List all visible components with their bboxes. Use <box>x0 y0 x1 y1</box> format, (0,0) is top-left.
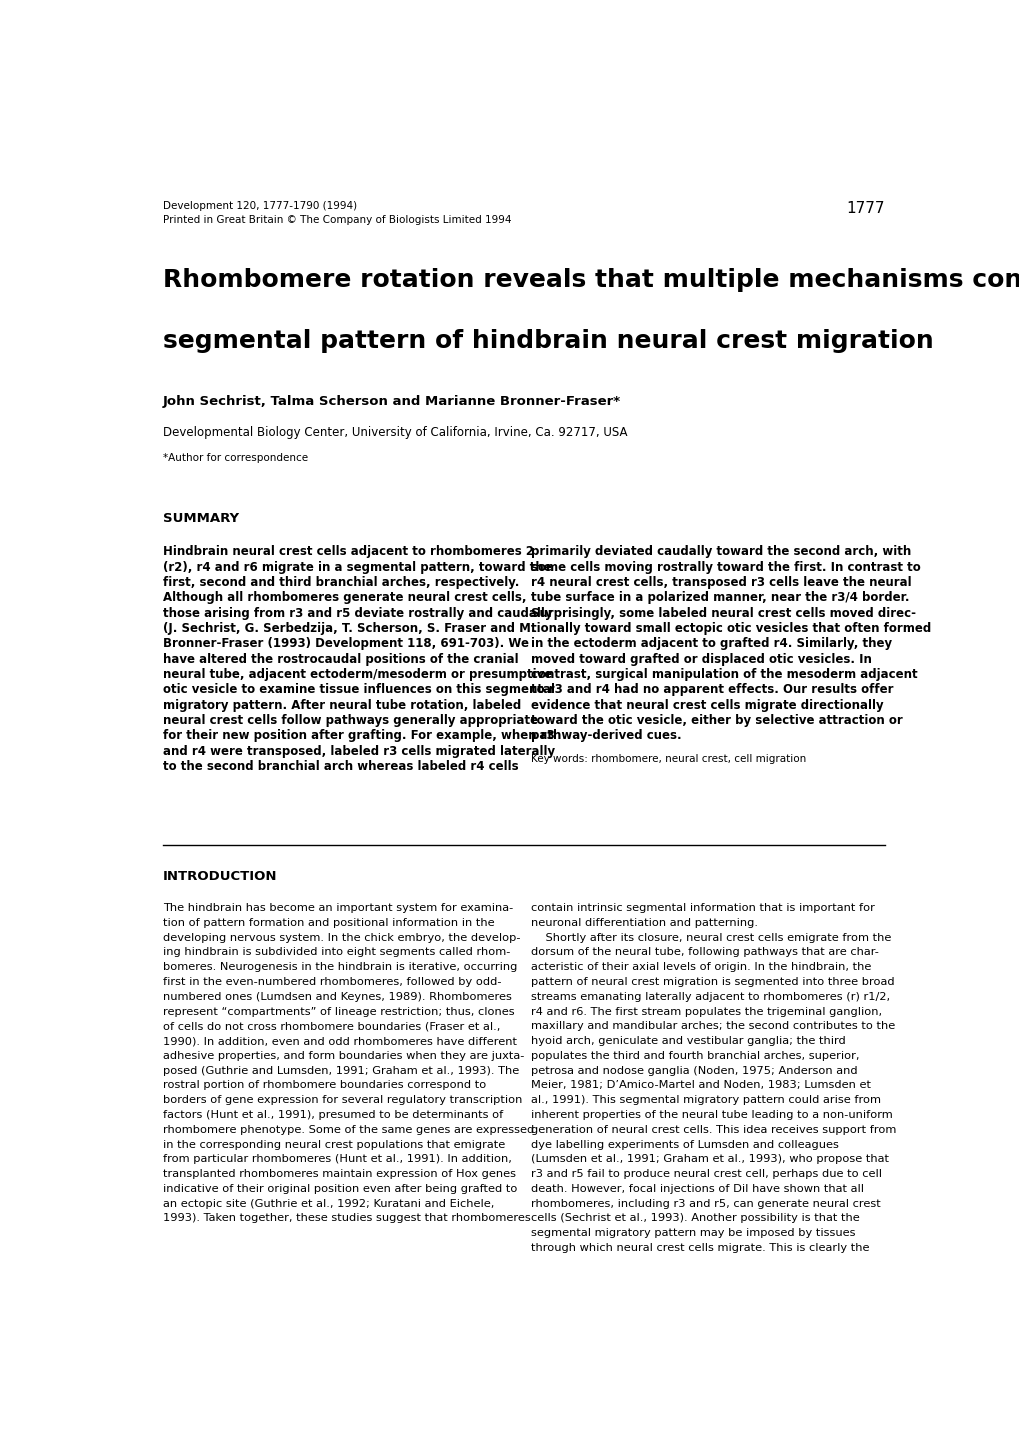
Text: indicative of their original position even after being grafted to: indicative of their original position ev… <box>163 1183 517 1193</box>
Text: Printed in Great Britain © The Company of Biologists Limited 1994: Printed in Great Britain © The Company o… <box>163 215 512 225</box>
Text: factors (Hunt et al., 1991), presumed to be determinants of: factors (Hunt et al., 1991), presumed to… <box>163 1110 502 1120</box>
Text: segmental migratory pattern may be imposed by tissues: segmental migratory pattern may be impos… <box>531 1228 855 1238</box>
Text: generation of neural crest cells. This idea receives support from: generation of neural crest cells. This i… <box>531 1126 896 1134</box>
Text: segmental pattern of hindbrain neural crest migration: segmental pattern of hindbrain neural cr… <box>163 329 933 352</box>
Text: John Sechrist, Talma Scherson and Marianne Bronner-Fraser*: John Sechrist, Talma Scherson and Marian… <box>163 395 621 408</box>
Text: rhombomere phenotype. Some of the same genes are expressed: rhombomere phenotype. Some of the same g… <box>163 1126 534 1134</box>
Text: The hindbrain has become an important system for examina-: The hindbrain has become an important sy… <box>163 903 513 913</box>
Text: borders of gene expression for several regulatory transcription: borders of gene expression for several r… <box>163 1095 522 1105</box>
Text: al., 1991). This segmental migratory pattern could arise from: al., 1991). This segmental migratory pat… <box>531 1095 880 1105</box>
Text: death. However, focal injections of DiI have shown that all: death. However, focal injections of DiI … <box>531 1183 863 1193</box>
Text: Rhombomere rotation reveals that multiple mechanisms contribute to the: Rhombomere rotation reveals that multipl… <box>163 267 1019 291</box>
Text: to r3 and r4 had no apparent effects. Our results offer: to r3 and r4 had no apparent effects. Ou… <box>531 684 893 697</box>
Text: in the corresponding neural crest populations that emigrate: in the corresponding neural crest popula… <box>163 1140 504 1150</box>
Text: toward the otic vesicle, either by selective attraction or: toward the otic vesicle, either by selec… <box>531 714 902 727</box>
Text: an ectopic site (Guthrie et al., 1992; Kuratani and Eichele,: an ectopic site (Guthrie et al., 1992; K… <box>163 1199 494 1209</box>
Text: some cells moving rostrally toward the first. In contrast to: some cells moving rostrally toward the f… <box>531 561 920 574</box>
Text: and r4 were transposed, labeled r3 cells migrated laterally: and r4 were transposed, labeled r3 cells… <box>163 745 554 758</box>
Text: neuronal differentiation and patterning.: neuronal differentiation and patterning. <box>531 918 758 928</box>
Text: contain intrinsic segmental information that is important for: contain intrinsic segmental information … <box>531 903 874 913</box>
Text: neural crest cells follow pathways generally appropriate: neural crest cells follow pathways gener… <box>163 714 538 727</box>
Text: developing nervous system. In the chick embryo, the develop-: developing nervous system. In the chick … <box>163 932 520 942</box>
Text: migratory pattern. After neural tube rotation, labeled: migratory pattern. After neural tube rot… <box>163 698 521 711</box>
Text: posed (Guthrie and Lumsden, 1991; Graham et al., 1993). The: posed (Guthrie and Lumsden, 1991; Graham… <box>163 1066 519 1075</box>
Text: contrast, surgical manipulation of the mesoderm adjacent: contrast, surgical manipulation of the m… <box>531 668 917 681</box>
Text: (Lumsden et al., 1991; Graham et al., 1993), who propose that: (Lumsden et al., 1991; Graham et al., 19… <box>531 1154 889 1165</box>
Text: Shortly after its closure, neural crest cells emigrate from the: Shortly after its closure, neural crest … <box>531 932 891 942</box>
Text: hyoid arch, geniculate and vestibular ganglia; the third: hyoid arch, geniculate and vestibular ga… <box>531 1036 846 1046</box>
Text: tionally toward small ectopic otic vesicles that often formed: tionally toward small ectopic otic vesic… <box>531 622 930 635</box>
Text: through which neural crest cells migrate. This is clearly the: through which neural crest cells migrate… <box>531 1242 869 1253</box>
Text: SUMMARY: SUMMARY <box>163 512 239 525</box>
Text: numbered ones (Lumdsen and Keynes, 1989). Rhombomeres: numbered ones (Lumdsen and Keynes, 1989)… <box>163 991 512 1001</box>
Text: transplanted rhombomeres maintain expression of Hox genes: transplanted rhombomeres maintain expres… <box>163 1169 516 1179</box>
Text: Developmental Biology Center, University of California, Irvine, Ca. 92717, USA: Developmental Biology Center, University… <box>163 427 627 440</box>
Text: evidence that neural crest cells migrate directionally: evidence that neural crest cells migrate… <box>531 698 883 711</box>
Text: tion of pattern formation and positional information in the: tion of pattern formation and positional… <box>163 918 494 928</box>
Text: Surprisingly, some labeled neural crest cells moved direc-: Surprisingly, some labeled neural crest … <box>531 606 915 619</box>
Text: moved toward grafted or displaced otic vesicles. In: moved toward grafted or displaced otic v… <box>531 652 871 665</box>
Text: r3 and r5 fail to produce neural crest cell, perhaps due to cell: r3 and r5 fail to produce neural crest c… <box>531 1169 881 1179</box>
Text: from particular rhombomeres (Hunt et al., 1991). In addition,: from particular rhombomeres (Hunt et al.… <box>163 1154 512 1165</box>
Text: Meier, 1981; D’Amico-Martel and Noden, 1983; Lumsden et: Meier, 1981; D’Amico-Martel and Noden, 1… <box>531 1081 870 1091</box>
Text: pathway-derived cues.: pathway-derived cues. <box>531 729 682 742</box>
Text: represent “compartments” of lineage restriction; thus, clones: represent “compartments” of lineage rest… <box>163 1007 515 1017</box>
Text: first in the even-numbered rhombomeres, followed by odd-: first in the even-numbered rhombomeres, … <box>163 977 501 987</box>
Text: 1990). In addition, even and odd rhombomeres have different: 1990). In addition, even and odd rhombom… <box>163 1036 517 1046</box>
Text: first, second and third branchial arches, respectively.: first, second and third branchial arches… <box>163 576 519 589</box>
Text: Key words: rhombomere, neural crest, cell migration: Key words: rhombomere, neural crest, cel… <box>531 753 806 763</box>
Text: dye labelling experiments of Lumsden and colleagues: dye labelling experiments of Lumsden and… <box>531 1140 839 1150</box>
Text: dorsum of the neural tube, following pathways that are char-: dorsum of the neural tube, following pat… <box>531 948 878 958</box>
Text: Hindbrain neural crest cells adjacent to rhombomeres 2: Hindbrain neural crest cells adjacent to… <box>163 545 534 558</box>
Text: (J. Sechrist, G. Serbedzija, T. Scherson, S. Fraser and M.: (J. Sechrist, G. Serbedzija, T. Scherson… <box>163 622 535 635</box>
Text: Although all rhombomeres generate neural crest cells,: Although all rhombomeres generate neural… <box>163 592 526 605</box>
Text: populates the third and fourth branchial arches, superior,: populates the third and fourth branchial… <box>531 1051 859 1061</box>
Text: rostral portion of rhombomere boundaries correspond to: rostral portion of rhombomere boundaries… <box>163 1081 486 1091</box>
Text: pattern of neural crest migration is segmented into three broad: pattern of neural crest migration is seg… <box>531 977 895 987</box>
Text: cells (Sechrist et al., 1993). Another possibility is that the: cells (Sechrist et al., 1993). Another p… <box>531 1214 859 1224</box>
Text: r4 and r6. The first stream populates the trigeminal ganglion,: r4 and r6. The first stream populates th… <box>531 1007 881 1017</box>
Text: bomeres. Neurogenesis in the hindbrain is iterative, occurring: bomeres. Neurogenesis in the hindbrain i… <box>163 962 517 973</box>
Text: in the ectoderm adjacent to grafted r4. Similarly, they: in the ectoderm adjacent to grafted r4. … <box>531 638 892 651</box>
Text: tube surface in a polarized manner, near the r3/4 border.: tube surface in a polarized manner, near… <box>531 592 909 605</box>
Text: inherent properties of the neural tube leading to a non-uniform: inherent properties of the neural tube l… <box>531 1110 893 1120</box>
Text: INTRODUCTION: INTRODUCTION <box>163 870 277 883</box>
Text: maxillary and mandibular arches; the second contributes to the: maxillary and mandibular arches; the sec… <box>531 1022 895 1032</box>
Text: of cells do not cross rhombomere boundaries (Fraser et al.,: of cells do not cross rhombomere boundar… <box>163 1022 500 1032</box>
Text: primarily deviated caudally toward the second arch, with: primarily deviated caudally toward the s… <box>531 545 911 558</box>
Text: 1993). Taken together, these studies suggest that rhombomeres: 1993). Taken together, these studies sug… <box>163 1214 530 1224</box>
Text: streams emanating laterally adjacent to rhombomeres (r) r1/2,: streams emanating laterally adjacent to … <box>531 991 890 1001</box>
Text: neural tube, adjacent ectoderm/mesoderm or presumptive: neural tube, adjacent ectoderm/mesoderm … <box>163 668 551 681</box>
Text: for their new position after grafting. For example, when r3: for their new position after grafting. F… <box>163 729 554 742</box>
Text: have altered the rostrocaudal positions of the cranial: have altered the rostrocaudal positions … <box>163 652 519 665</box>
Text: otic vesicle to examine tissue influences on this segmental: otic vesicle to examine tissue influence… <box>163 684 554 697</box>
Text: r4 neural crest cells, transposed r3 cells leave the neural: r4 neural crest cells, transposed r3 cel… <box>531 576 911 589</box>
Text: to the second branchial arch whereas labeled r4 cells: to the second branchial arch whereas lab… <box>163 760 519 773</box>
Text: *Author for correspondence: *Author for correspondence <box>163 453 308 463</box>
Text: acteristic of their axial levels of origin. In the hindbrain, the: acteristic of their axial levels of orig… <box>531 962 871 973</box>
Text: adhesive properties, and form boundaries when they are juxta-: adhesive properties, and form boundaries… <box>163 1051 524 1061</box>
Text: petrosa and nodose ganglia (Noden, 1975; Anderson and: petrosa and nodose ganglia (Noden, 1975;… <box>531 1066 857 1075</box>
Text: Bronner-Fraser (1993) Development 118, 691-703). We: Bronner-Fraser (1993) Development 118, 6… <box>163 638 529 651</box>
Text: rhombomeres, including r3 and r5, can generate neural crest: rhombomeres, including r3 and r5, can ge… <box>531 1199 880 1209</box>
Text: ing hindbrain is subdivided into eight segments called rhom-: ing hindbrain is subdivided into eight s… <box>163 948 510 958</box>
Text: 1777: 1777 <box>846 201 883 216</box>
Text: Development 120, 1777-1790 (1994): Development 120, 1777-1790 (1994) <box>163 201 357 211</box>
Text: (r2), r4 and r6 migrate in a segmental pattern, toward the: (r2), r4 and r6 migrate in a segmental p… <box>163 561 551 574</box>
Text: those arising from r3 and r5 deviate rostrally and caudally: those arising from r3 and r5 deviate ros… <box>163 606 552 619</box>
